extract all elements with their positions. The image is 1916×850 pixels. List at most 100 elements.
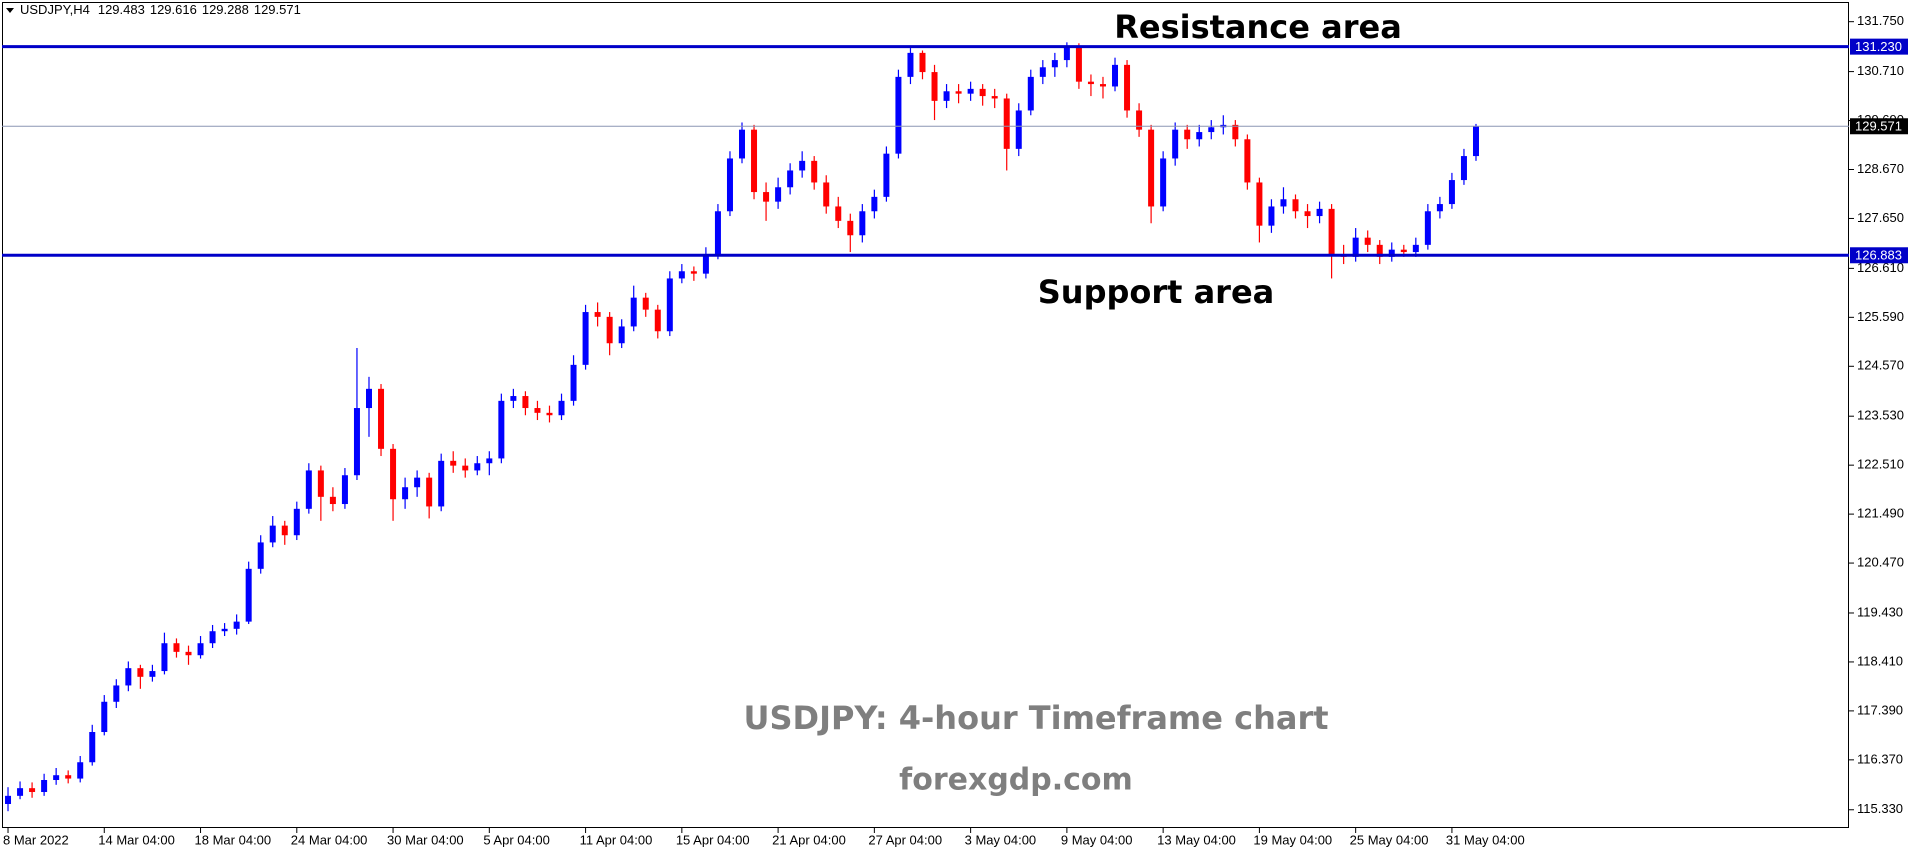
candle-body [1256,182,1263,226]
candle-body [438,460,445,507]
candle-body [353,408,360,476]
candle-body [1160,158,1167,207]
candle-body [1003,98,1010,149]
candle-body [618,326,625,344]
candle-body [1448,180,1455,205]
candle-body [161,643,168,672]
x-tick-label: 11 Apr 04:00 [580,832,653,847]
candle-body [1112,64,1119,87]
y-tick-label: 130.710 [1857,63,1904,78]
candle-body [522,396,529,409]
y-tick-label: 125.590 [1857,309,1904,324]
candle-body [462,465,469,471]
support-label-bg [1850,247,1908,264]
resistance-label-bg [1850,38,1908,55]
candle-body [1051,60,1058,68]
y-tick-label: 127.650 [1857,210,1904,225]
y-tick-label: 128.670 [1857,161,1904,176]
candle-body [77,762,84,779]
candle-body [486,458,493,464]
candle-body [630,297,637,327]
y-tick-label: 119.430 [1857,604,1903,619]
candle-body [787,170,794,188]
candle-body [378,388,385,449]
x-tick-label: 31 May 04:00 [1446,832,1525,847]
candle-body [654,309,661,332]
candle-body [269,525,276,543]
plot-frame [2,2,1849,828]
candle-body [1027,76,1034,111]
candle-body [799,160,806,171]
candle-body [594,312,601,317]
candle-body [907,52,914,77]
candle-body [690,271,697,274]
candle-body [510,396,517,401]
candle-body [365,388,372,409]
candle-body [1364,237,1371,245]
candle-body [1208,127,1215,133]
header-close: 129.571 [254,2,301,17]
candle-body [1124,64,1131,111]
candle-body [305,470,312,509]
candle-body [257,542,264,569]
candle-body [751,129,758,193]
candle-body [1316,208,1323,217]
menu-arrow[interactable] [6,8,14,13]
y-tick-label: 115.330 [1857,801,1903,816]
annotation: Support area [1038,273,1275,311]
y-tick-label: 123.530 [1857,408,1904,423]
candle-body [967,88,974,94]
candle-body [426,477,433,507]
candle-body [402,487,409,500]
candle-body [1436,204,1443,212]
candle-body [474,463,481,471]
x-tick-label: 8 Mar 2022 [3,832,69,847]
candle-body [1148,129,1155,207]
candle-body [931,72,938,101]
y-tick-label: 118.410 [1857,653,1903,668]
candle-body [498,400,505,459]
x-tick-label: 24 Mar 04:00 [291,832,368,847]
candle-body [835,206,842,221]
header-low: 129.288 [202,2,249,17]
y-tick-label: 121.490 [1857,506,1904,521]
symbol: USDJPY,H4 [20,2,90,17]
candle-body [883,153,890,197]
resistance-price-label: 131.230 [1855,39,1902,54]
candle-body [1472,126,1479,157]
candle-body [1099,84,1106,87]
last-price-label: 129.571 [1855,119,1902,134]
candle-body [1292,199,1299,212]
candle-body [293,508,300,536]
y-tick-label: 122.510 [1857,457,1904,472]
candle-body [113,685,120,702]
candle-body [1244,139,1251,183]
candle-body [1352,237,1359,257]
candle-body [642,297,649,310]
candle-body [1196,132,1203,140]
last-price-label-bg [1850,118,1908,135]
x-tick-label: 14 Mar 04:00 [98,832,175,847]
x-tick-label: 21 Apr 04:00 [772,832,846,847]
candle-body [17,788,24,796]
annotation: USDJPY: 4-hour Timeframe chart [743,699,1328,737]
candle-body [197,643,204,656]
x-tick-label: 5 Apr 04:00 [483,832,550,847]
candle-body [702,254,709,274]
candle-body [329,496,336,505]
candle-body [1172,129,1179,159]
candle-body [739,129,746,159]
candle-body [726,158,733,212]
candle-body [847,220,854,236]
candle-body [125,668,132,686]
candle-body [1232,124,1239,140]
candle-body [871,196,878,212]
candle-body [65,775,72,779]
candle-body [281,525,288,536]
candle-body [89,732,96,763]
candle-body [606,316,613,344]
candle-body [41,780,48,793]
candle-body [823,182,830,207]
candle-body [209,631,216,644]
